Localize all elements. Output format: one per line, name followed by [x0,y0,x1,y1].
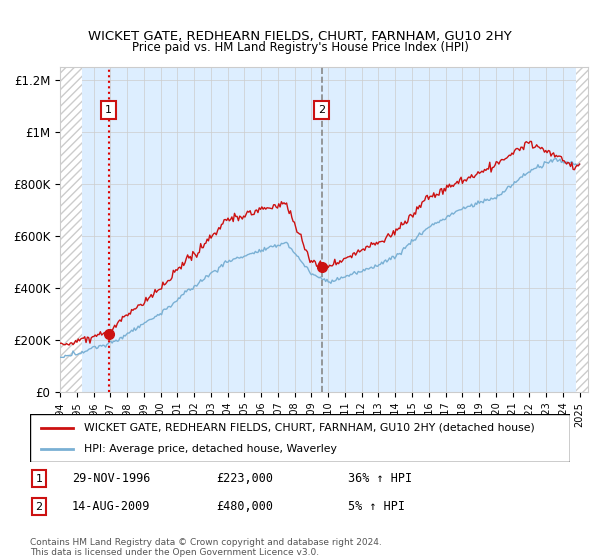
Text: HPI: Average price, detached house, Waverley: HPI: Average price, detached house, Wave… [84,444,337,454]
Text: £223,000: £223,000 [216,472,273,486]
Text: 36% ↑ HPI: 36% ↑ HPI [348,472,412,486]
Text: Price paid vs. HM Land Registry's House Price Index (HPI): Price paid vs. HM Land Registry's House … [131,41,469,54]
Bar [576,67,588,392]
FancyBboxPatch shape [30,414,570,462]
Text: £480,000: £480,000 [216,500,273,514]
Text: WICKET GATE, REDHEARN FIELDS, CHURT, FARNHAM, GU10 2HY: WICKET GATE, REDHEARN FIELDS, CHURT, FAR… [88,30,512,43]
Text: 14-AUG-2009: 14-AUG-2009 [72,500,151,514]
Text: 2: 2 [318,105,325,115]
Text: WICKET GATE, REDHEARN FIELDS, CHURT, FARNHAM, GU10 2HY (detached house): WICKET GATE, REDHEARN FIELDS, CHURT, FAR… [84,423,535,433]
Text: Contains HM Land Registry data © Crown copyright and database right 2024.
This d: Contains HM Land Registry data © Crown c… [30,538,382,557]
Text: 1: 1 [35,474,43,484]
Text: 2: 2 [35,502,43,512]
Text: 1: 1 [105,105,112,115]
Text: 29-NOV-1996: 29-NOV-1996 [72,472,151,486]
Bar [60,67,82,392]
Text: 5% ↑ HPI: 5% ↑ HPI [348,500,405,514]
